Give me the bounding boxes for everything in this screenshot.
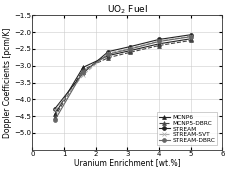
Line: MCNP6: MCNP6 [53,37,192,116]
MCNP5-DBRC [157,44,160,47]
STREAM-DBRC [81,71,84,73]
Line: STREAM: STREAM [53,33,192,111]
STREAM [157,38,160,41]
MCNP6 [53,113,56,115]
Line: STREAM-DBRC: STREAM-DBRC [53,35,192,122]
MCNP5-DBRC [128,51,131,53]
STREAM-SVT [128,47,131,49]
Line: STREAM-SVT: STREAM-SVT [53,34,192,112]
MCNP6 [106,55,109,57]
STREAM-DBRC [188,36,191,38]
MCNP5-DBRC [53,116,56,118]
MCNP6 [81,66,84,68]
MCNP5-DBRC [188,40,191,42]
X-axis label: Uranium Enrichment [wt.%]: Uranium Enrichment [wt.%] [74,159,180,168]
STREAM-SVT [157,40,160,42]
MCNP6 [188,38,191,40]
STREAM-SVT [106,52,109,54]
STREAM [106,51,109,53]
STREAM [188,34,191,36]
STREAM-SVT [81,74,84,76]
STREAM-DBRC [53,119,56,121]
MCNP6 [128,50,131,52]
Legend: MCNP6, MCNP5-DBRC, STREAM, STREAM-SVT, STREAM-DBRC: MCNP6, MCNP5-DBRC, STREAM, STREAM-SVT, S… [156,113,217,146]
MCNP5-DBRC [81,69,84,71]
STREAM-SVT [188,35,191,37]
Title: UO$_2$ Fuel: UO$_2$ Fuel [106,3,147,16]
STREAM-DBRC [106,53,109,55]
STREAM-SVT [53,109,56,111]
Line: MCNP5-DBRC: MCNP5-DBRC [53,38,192,119]
Y-axis label: Doppler Coefficients [pcm/K]: Doppler Coefficients [pcm/K] [3,27,12,138]
STREAM [128,45,131,48]
MCNP6 [157,43,160,45]
STREAM-DBRC [157,41,160,43]
STREAM [81,72,84,74]
STREAM [53,108,56,110]
MCNP5-DBRC [106,57,109,59]
STREAM-DBRC [128,48,131,50]
